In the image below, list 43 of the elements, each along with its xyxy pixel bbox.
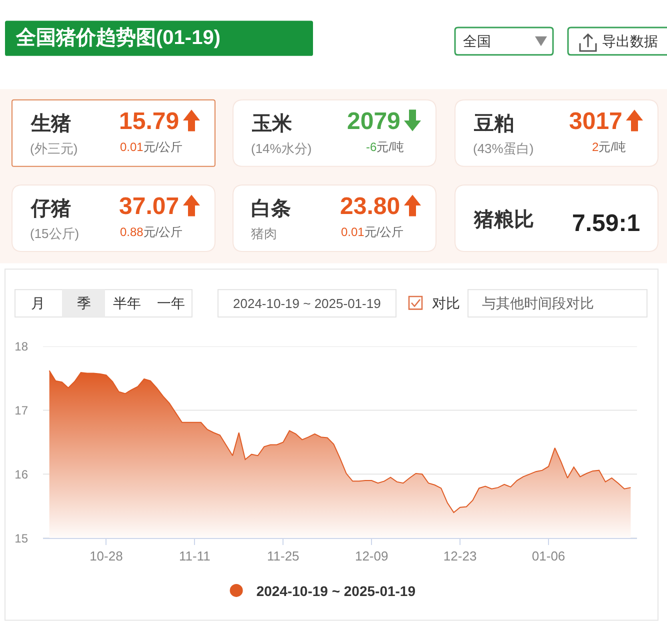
text: 15.79: [119, 108, 180, 135]
text: 0.01元/公斤: [341, 225, 404, 239]
text: 37.07: [119, 193, 180, 220]
x-tick-label: 12-09: [354, 548, 388, 564]
x-tick-label: 11-25: [266, 548, 300, 564]
text: 0.88元/公斤: [120, 225, 183, 239]
text: 23.80: [340, 193, 400, 220]
legend-label: 2024-10-19 ~ 2025-01-19: [256, 582, 416, 599]
text: 白条: [251, 198, 291, 220]
text: 与其他时间段对比: [482, 295, 594, 311]
y-tick-label: 16: [14, 467, 28, 482]
x-tick-label: 11-11: [178, 548, 210, 564]
text: 半年: [113, 295, 141, 311]
text: 2079: [347, 108, 400, 135]
text: 豆粕: [473, 113, 514, 135]
x-tick-label: 10-28: [90, 548, 123, 564]
text: (14%水分): [251, 141, 312, 156]
x-tick-label: 12-23: [443, 548, 477, 564]
text: 导出数据: [602, 33, 658, 49]
text: 全国猪价趋势图(01-19): [15, 27, 220, 49]
text: 月: [31, 295, 45, 311]
text: 猪肉: [251, 226, 277, 241]
y-tick-label: 18: [14, 340, 28, 354]
y-tick-label: 17: [14, 403, 28, 418]
text: (43%蛋白): [473, 141, 534, 156]
text: 2元/吨: [592, 140, 626, 154]
text: 玉米: [251, 113, 293, 135]
text: 7.59:1: [572, 210, 640, 237]
text: -6元/吨: [366, 140, 404, 154]
text: 0.01元/公斤: [120, 140, 183, 154]
text: 猪粮比: [473, 208, 534, 231]
text: 对比: [432, 295, 460, 311]
text: 生猪: [30, 113, 71, 135]
text: 仔猪: [30, 198, 71, 220]
text: 2024-10-19 ~ 2025-01-19: [233, 296, 381, 311]
y-tick-label: 15: [14, 531, 28, 546]
text: 全国: [463, 33, 491, 49]
text: (外三元): [30, 141, 78, 156]
text: 3017: [569, 108, 622, 135]
text: 季: [77, 295, 91, 311]
text: 一年: [157, 295, 185, 311]
text: (15公斤): [30, 226, 80, 241]
x-tick-label: 01-06: [532, 548, 566, 564]
